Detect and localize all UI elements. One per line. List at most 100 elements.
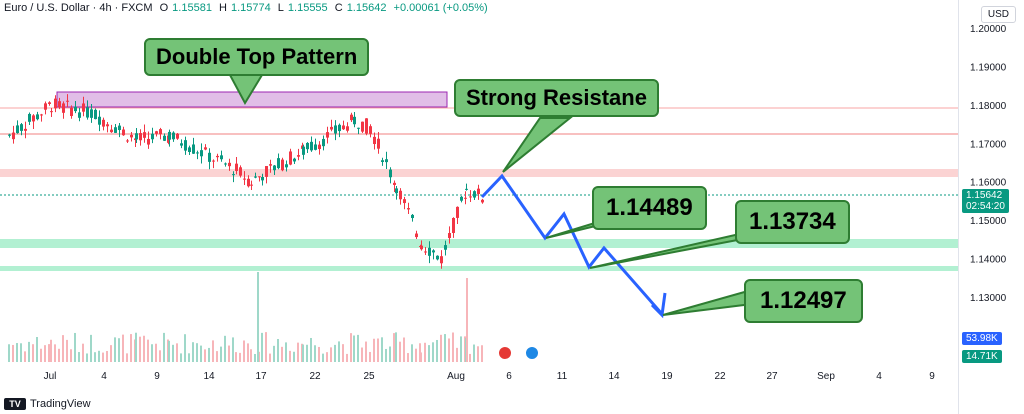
candle-body <box>481 199 484 203</box>
candle-body <box>361 121 364 132</box>
time-axis-label: 27 <box>766 371 778 382</box>
candle-body <box>448 233 451 239</box>
candle-body <box>428 247 431 256</box>
candle-body <box>420 245 423 250</box>
volume-bar <box>243 340 245 362</box>
candle-body <box>16 125 19 134</box>
volume-bar <box>254 353 256 362</box>
volume-bar <box>184 334 186 362</box>
candle-body <box>285 164 288 168</box>
volume-bar <box>32 344 34 362</box>
volume-bar <box>8 344 10 362</box>
price-axis-label: 1.13000 <box>970 293 1007 304</box>
volume-bar <box>106 350 108 362</box>
volume-bar <box>54 344 56 362</box>
candle-body <box>143 132 146 138</box>
volume-bar <box>50 339 52 362</box>
projection-path <box>480 173 664 315</box>
target2-label: 1.13734 <box>749 208 836 235</box>
candle-body <box>54 98 57 109</box>
time-axis-label: 9 <box>154 371 160 382</box>
volume-bar <box>235 352 237 362</box>
volume-bar <box>403 337 405 362</box>
candle-body <box>114 127 117 133</box>
candle-body <box>98 116 101 125</box>
candle-body <box>44 103 47 110</box>
tradingview-logo-icon[interactable]: TV <box>4 398 26 410</box>
resistance-pointer <box>502 117 573 173</box>
volume-bar <box>130 334 132 362</box>
volume-bar <box>350 333 352 362</box>
currency-button[interactable]: USD <box>980 6 1016 23</box>
volume-bar <box>424 342 426 362</box>
volume-bar <box>48 344 50 362</box>
volume-bar <box>58 348 60 362</box>
candle-body <box>118 125 121 131</box>
open-value: 1.15581 <box>172 2 212 14</box>
volume-bar <box>232 337 234 362</box>
high-value: 1.15774 <box>230 2 271 14</box>
candle-body <box>365 118 368 134</box>
candle-body <box>24 128 27 131</box>
volume-bar <box>36 336 38 362</box>
current-price-tag: 1.15642 02:54:20 <box>962 189 1009 213</box>
volume-bar <box>273 345 275 362</box>
volume-bar <box>302 344 304 362</box>
volume-tag-2: 14.71K <box>962 350 1002 363</box>
current-price-value: 1.15642 <box>966 190 1003 201</box>
brand-name[interactable]: TradingView <box>30 398 91 410</box>
candle-body <box>436 255 439 260</box>
candle-body <box>318 144 321 150</box>
candle-body <box>261 177 264 181</box>
volume-bar <box>277 339 279 362</box>
candle-body <box>180 143 183 146</box>
volume-bar <box>176 343 178 362</box>
time-axis-label: 14 <box>203 371 215 382</box>
candle-body <box>258 176 261 178</box>
volume-bar <box>74 332 76 362</box>
volume-bar <box>118 338 120 362</box>
volume-bar <box>16 343 18 362</box>
volume-bar <box>98 350 100 362</box>
volume-bar <box>353 335 355 362</box>
candle-body <box>297 155 300 157</box>
candle-body <box>239 167 242 176</box>
high-label: H <box>219 2 227 14</box>
candle-body <box>135 133 138 140</box>
volume-bar <box>420 352 422 362</box>
candle-body <box>277 158 280 169</box>
price-axis-label: 1.15000 <box>970 216 1007 227</box>
candle-body <box>432 250 435 253</box>
candle-body <box>411 214 414 219</box>
globe-event-icon[interactable] <box>524 345 540 361</box>
volume-spike <box>466 278 468 362</box>
time-axis-label: 14 <box>608 371 620 382</box>
candle-body <box>184 140 187 151</box>
candle-body <box>444 245 447 250</box>
price-axis-label: 1.17000 <box>970 139 1007 150</box>
candle-body <box>465 188 468 190</box>
volume-bar <box>338 341 340 362</box>
candle-body <box>122 129 125 136</box>
symbol-title[interactable]: Euro / U.S. Dollar · 4h · FXCM <box>4 2 153 14</box>
candle-body <box>151 133 154 140</box>
volume-bar <box>78 352 80 362</box>
volume-bar <box>395 332 397 362</box>
target3-label: 1.12497 <box>760 287 847 314</box>
candle-body <box>342 125 345 130</box>
volume-bar <box>369 351 371 362</box>
volume-bar <box>381 337 383 362</box>
candle-body <box>220 155 223 160</box>
us-flag-event-icon[interactable] <box>497 345 513 361</box>
candle-body <box>330 126 333 130</box>
volume-bar <box>139 336 141 362</box>
candle-body <box>48 102 51 104</box>
price-axis-label: 1.19000 <box>970 62 1007 73</box>
volume-bar <box>322 353 324 362</box>
candle-body <box>196 152 199 154</box>
candle-body <box>204 147 207 150</box>
time-axis-label: 6 <box>506 371 512 382</box>
target2-callout: 1.13734 <box>735 200 850 244</box>
volume-bar <box>147 339 149 362</box>
